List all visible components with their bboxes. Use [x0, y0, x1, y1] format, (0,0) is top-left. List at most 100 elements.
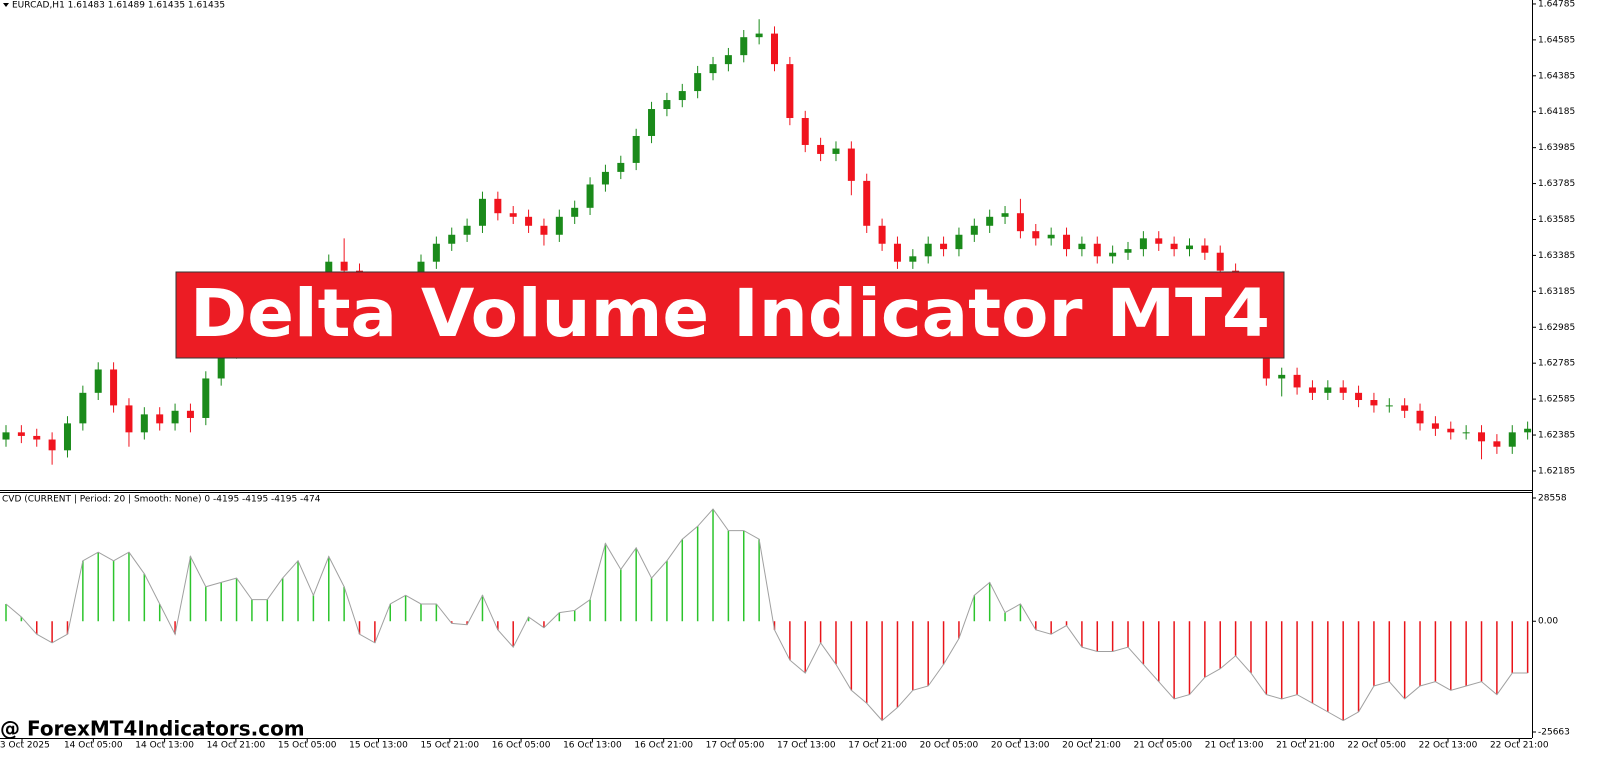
candle-body	[1109, 252, 1117, 257]
x-tick-label: 22 Oct 13:00	[1419, 741, 1478, 751]
candle-body	[463, 225, 471, 235]
y-tick-label: 1.64185	[1538, 107, 1575, 117]
candle-body	[940, 243, 948, 250]
candle-body	[1170, 243, 1178, 250]
banner-text: Delta Volume Indicator MT4	[190, 275, 1270, 352]
candle-body	[171, 410, 179, 424]
candle-body	[1032, 231, 1040, 239]
candle-body	[63, 423, 71, 451]
watermark: @ ForexMT4Indicators.com	[0, 717, 305, 741]
candle-body	[893, 243, 901, 262]
x-tick-label: 14 Oct 05:00	[64, 741, 123, 751]
x-tick-label: 21 Oct 13:00	[1205, 741, 1264, 751]
candle-body	[1308, 387, 1316, 393]
candle-body	[678, 91, 686, 101]
candle-body	[1370, 400, 1378, 406]
candle-body	[771, 33, 778, 65]
candle-body	[1093, 243, 1101, 257]
candle-body	[817, 144, 825, 154]
candle-body	[1447, 428, 1455, 433]
x-tick-label: 17 Oct 21:00	[848, 741, 907, 751]
symbol-header: EURCAD,H1 1.61483 1.61489 1.61435 1.6143…	[12, 1, 225, 11]
candle-body	[1201, 245, 1209, 253]
candle-body	[724, 55, 732, 65]
candle-body	[1355, 392, 1363, 401]
candle-body	[2, 432, 10, 440]
candle-body	[955, 234, 963, 250]
candle-body	[1124, 249, 1132, 253]
candle-body	[740, 37, 748, 56]
candle-body	[1278, 374, 1286, 379]
candle-body	[986, 216, 994, 226]
candle-body	[156, 414, 164, 424]
candle-body	[786, 64, 794, 119]
y-tick-label: 1.63985	[1538, 143, 1575, 153]
menu-triangle	[3, 3, 9, 7]
candle-body	[417, 261, 425, 280]
y-tick-label: 1.63185	[1538, 287, 1575, 297]
candle-body	[1339, 387, 1347, 393]
candle-body	[801, 118, 809, 145]
candle-body	[694, 73, 702, 92]
candle-body	[1385, 405, 1393, 407]
candle-body	[586, 184, 594, 208]
x-tick-label: 22 Oct 05:00	[1347, 741, 1406, 751]
x-tick-label: 13 Oct 2025	[0, 741, 50, 751]
candle-body	[1016, 213, 1024, 232]
candle-body	[909, 256, 917, 262]
x-tick-label: 15 Oct 13:00	[349, 741, 408, 751]
y-tick-label: -25663	[1538, 728, 1570, 738]
banner	[175, 271, 1285, 359]
candle-body	[663, 100, 671, 110]
candle-body	[1216, 252, 1224, 271]
candle-body	[1478, 432, 1486, 442]
candle-body	[432, 243, 440, 262]
candle-body	[648, 109, 656, 136]
candle-body	[924, 243, 932, 257]
candle-body	[601, 171, 609, 185]
candle-body	[709, 64, 717, 74]
y-tick-label: 28558	[1538, 494, 1567, 504]
candle-body	[1401, 405, 1409, 411]
candle-body	[94, 369, 102, 393]
candle-body	[125, 405, 133, 433]
candle-body	[1001, 213, 1009, 217]
y-tick-label: 1.62185	[1538, 466, 1575, 476]
candle-body	[1293, 374, 1301, 388]
candle-body	[448, 234, 456, 244]
candle-body	[186, 410, 194, 418]
x-tick-label: 15 Oct 21:00	[420, 741, 479, 751]
candle-body	[1139, 238, 1147, 250]
x-tick-label: 22 Oct 21:00	[1490, 741, 1549, 751]
candle-body	[140, 414, 148, 433]
candle-body	[1493, 441, 1501, 447]
candle-body	[525, 216, 533, 226]
x-tick-label: 16 Oct 21:00	[634, 741, 693, 751]
y-tick-label: 1.63385	[1538, 251, 1575, 261]
x-tick-label: 14 Oct 21:00	[207, 741, 266, 751]
candle-body	[755, 33, 763, 38]
candle-body	[1047, 234, 1055, 239]
candle-body	[1063, 234, 1071, 250]
candle-body	[617, 162, 625, 172]
x-tick-label: 14 Oct 13:00	[135, 741, 194, 751]
indicator-header: CVD (CURRENT | Period: 20 | Smooth: None…	[2, 495, 321, 505]
y-tick-label: 1.62785	[1538, 359, 1575, 369]
candle-body	[1416, 410, 1424, 424]
candle-body	[863, 180, 871, 226]
x-tick-label: 21 Oct 05:00	[1133, 741, 1192, 751]
candle-body	[1431, 423, 1439, 429]
candle-body	[48, 439, 56, 451]
x-tick-label: 16 Oct 13:00	[563, 741, 622, 751]
candle-body	[217, 351, 225, 379]
candle-body	[1155, 238, 1163, 244]
x-tick-label: 20 Oct 13:00	[991, 741, 1050, 751]
y-tick-label: 1.64585	[1538, 35, 1575, 45]
candle-body	[79, 392, 87, 424]
candle-body	[110, 369, 118, 406]
candle-body	[1524, 428, 1532, 433]
candle-body	[202, 378, 210, 418]
